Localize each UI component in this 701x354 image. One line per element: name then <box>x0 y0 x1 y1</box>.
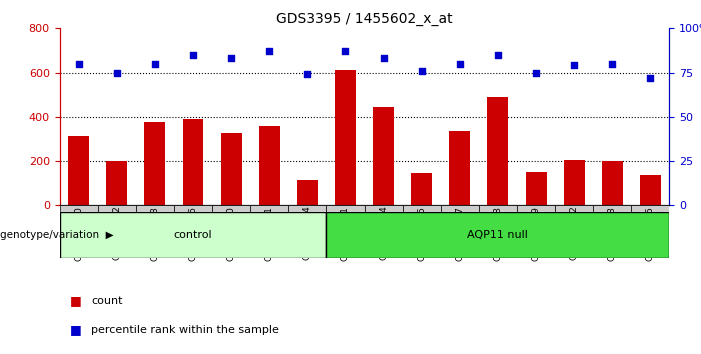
Text: GSM267982: GSM267982 <box>112 206 121 261</box>
Point <box>492 52 503 58</box>
Text: count: count <box>91 296 123 307</box>
Text: GSM267980: GSM267980 <box>74 206 83 261</box>
Bar <box>182 119 203 205</box>
Text: genotype/variation  ▶: genotype/variation ▶ <box>0 230 114 240</box>
Bar <box>479 205 517 212</box>
Text: GSM267990: GSM267990 <box>226 206 236 261</box>
Bar <box>365 205 402 212</box>
Text: GSM267994: GSM267994 <box>303 206 312 261</box>
Bar <box>250 205 288 212</box>
Text: GSM267986: GSM267986 <box>189 206 198 261</box>
Bar <box>60 205 97 212</box>
Bar <box>259 126 280 205</box>
Bar <box>327 205 365 212</box>
Point <box>264 48 275 54</box>
Bar <box>564 160 585 205</box>
Point <box>531 70 542 75</box>
Bar <box>174 205 212 212</box>
Bar <box>632 205 669 212</box>
Bar <box>593 205 632 212</box>
Bar <box>144 122 165 205</box>
Point <box>340 48 351 54</box>
Point <box>606 61 618 67</box>
Point <box>378 56 389 61</box>
Text: GSM267983: GSM267983 <box>151 206 159 261</box>
Bar <box>487 97 508 205</box>
Bar <box>136 205 174 212</box>
Bar <box>411 173 433 205</box>
Bar <box>402 205 441 212</box>
Bar <box>297 180 318 205</box>
Bar <box>212 205 250 212</box>
Bar <box>68 136 89 205</box>
Bar <box>526 172 547 205</box>
Text: GSM267989: GSM267989 <box>531 206 540 261</box>
Text: GSM267993: GSM267993 <box>608 206 617 261</box>
Point <box>226 56 237 61</box>
Bar <box>517 205 555 212</box>
Bar <box>441 205 479 212</box>
Bar <box>107 161 128 205</box>
Point <box>645 75 656 81</box>
Text: GSM267985: GSM267985 <box>417 206 426 261</box>
Title: GDS3395 / 1455602_x_at: GDS3395 / 1455602_x_at <box>276 12 453 26</box>
Text: percentile rank within the sample: percentile rank within the sample <box>91 325 279 335</box>
Point <box>149 61 161 67</box>
Bar <box>335 70 356 205</box>
Bar <box>449 131 470 205</box>
Text: GSM267987: GSM267987 <box>456 206 464 261</box>
Bar <box>373 107 394 205</box>
Text: GSM267992: GSM267992 <box>570 206 578 261</box>
Bar <box>288 205 327 212</box>
Bar <box>327 212 669 258</box>
Point <box>569 63 580 68</box>
Point <box>416 68 428 74</box>
Point <box>187 52 198 58</box>
Point <box>454 61 465 67</box>
Text: AQP11 null: AQP11 null <box>468 230 529 240</box>
Text: GSM267988: GSM267988 <box>494 206 503 261</box>
Bar <box>555 205 593 212</box>
Text: control: control <box>174 230 212 240</box>
Point <box>111 70 123 75</box>
Bar <box>97 205 136 212</box>
Bar <box>221 133 242 205</box>
Bar <box>601 161 622 205</box>
Text: ■: ■ <box>70 295 86 307</box>
Bar <box>60 212 327 258</box>
Point <box>301 72 313 77</box>
Text: GSM267995: GSM267995 <box>646 206 655 261</box>
Text: GSM267984: GSM267984 <box>379 206 388 261</box>
Text: GSM267991: GSM267991 <box>265 206 273 261</box>
Point <box>73 61 84 67</box>
Bar <box>640 176 661 205</box>
Text: ■: ■ <box>70 323 86 336</box>
Text: GSM267981: GSM267981 <box>341 206 350 261</box>
